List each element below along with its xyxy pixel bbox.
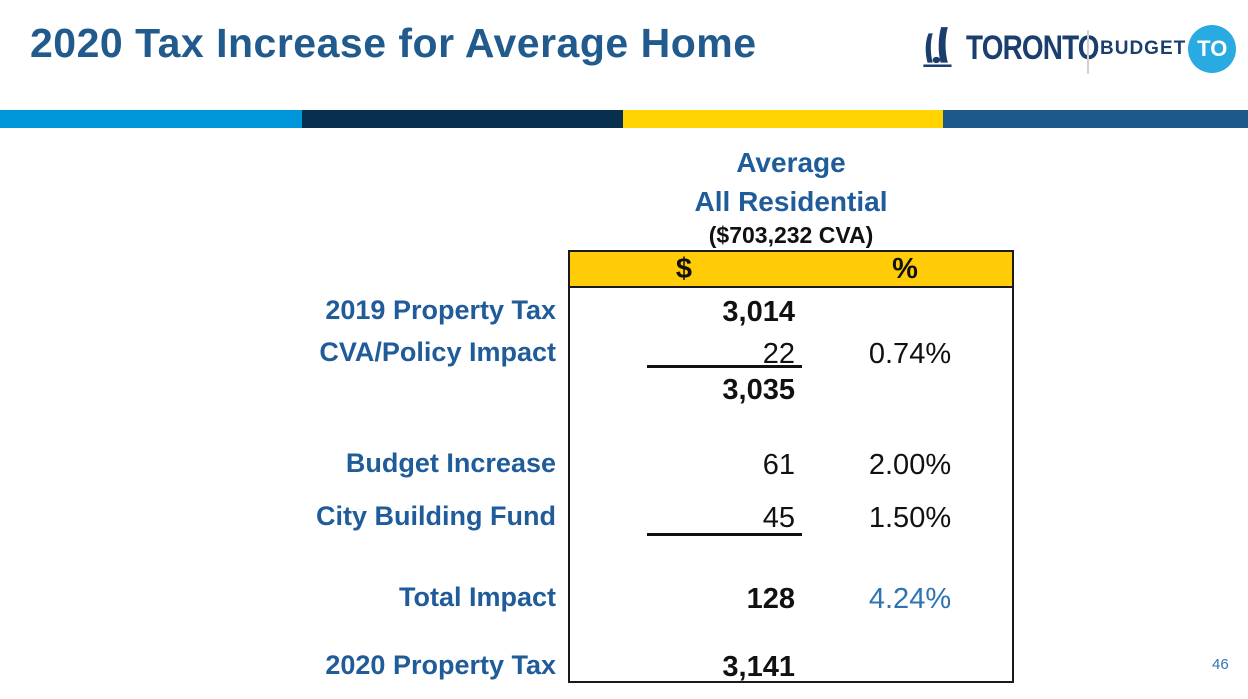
stripe-segment-yellow (623, 110, 943, 128)
row-label-city-building-fund: City Building Fund (316, 501, 556, 531)
table-row: 45 1.50% (570, 501, 1012, 535)
row-label-budget-increase: Budget Increase (345, 448, 556, 478)
stripe-segment-lightblue (0, 110, 302, 128)
table-row: 61 2.00% (570, 448, 1012, 482)
subtotal-rule (647, 533, 802, 536)
column-header-dollar: $ (675, 253, 693, 285)
budget-to-logo: BUDGET TO (1100, 24, 1237, 74)
value-2020-property-tax: 3,141 (722, 651, 795, 683)
pct-cva-policy-impact: 0.74% (868, 338, 952, 370)
value-total-impact: 128 (746, 583, 795, 615)
budget-to-circle-text: TO (1197, 36, 1228, 61)
pct-budget-increase: 2.00% (868, 449, 952, 481)
heading-all-residential: All Residential (694, 186, 888, 217)
table-row: 3,141 (570, 650, 1012, 684)
value-budget-increase: 61 (762, 449, 795, 481)
table-column-heading: Average All Residential ($703,232 CVA) (568, 143, 1014, 249)
table-header-row: $ % (570, 252, 1012, 288)
logo-divider (1087, 30, 1089, 74)
value-city-building-fund: 45 (762, 502, 795, 534)
table-row: 128 4.24% (570, 582, 1012, 616)
toronto-wordmark: TORONTO (966, 28, 1099, 67)
pct-city-building-fund: 1.50% (868, 502, 952, 534)
row-label-total-impact: Total Impact (398, 582, 556, 612)
budget-to-circle-icon: TO (1188, 25, 1237, 73)
table-row: 22 0.74% (570, 337, 1012, 371)
subtotal-rule (647, 365, 802, 368)
table-row: 3,035 (570, 373, 1012, 407)
heading-cva-value: ($703,232 CVA) (708, 222, 874, 248)
column-header-percent: % (892, 253, 918, 285)
value-cva-policy-impact: 22 (762, 338, 795, 370)
accent-stripe (0, 110, 1248, 128)
value-2019-property-tax: 3,014 (722, 296, 795, 328)
heading-average: Average (736, 147, 846, 178)
toronto-cityhall-icon (923, 27, 952, 67)
pct-total-impact: 4.24% (868, 583, 952, 615)
table-row: 3,014 (570, 295, 1012, 329)
row-label-2019-property-tax: 2019 Property Tax (325, 295, 556, 325)
page-title: 2020 Tax Increase for Average Home (30, 20, 757, 66)
row-label-2020-property-tax: 2020 Property Tax (325, 650, 556, 680)
toronto-logo: TORONTO (916, 22, 1128, 74)
stripe-segment-steelblue (943, 110, 1248, 128)
page-number: 46 (1212, 656, 1229, 673)
tax-impact-table: $ % 3,014 22 0.74% 3,035 61 2.00% 45 1.5… (568, 250, 1014, 683)
budget-wordmark: BUDGET (1100, 38, 1187, 59)
stripe-segment-navy (302, 110, 623, 128)
row-label-cva-policy-impact: CVA/Policy Impact (319, 337, 556, 367)
value-subtotal-3035: 3,035 (722, 374, 795, 406)
